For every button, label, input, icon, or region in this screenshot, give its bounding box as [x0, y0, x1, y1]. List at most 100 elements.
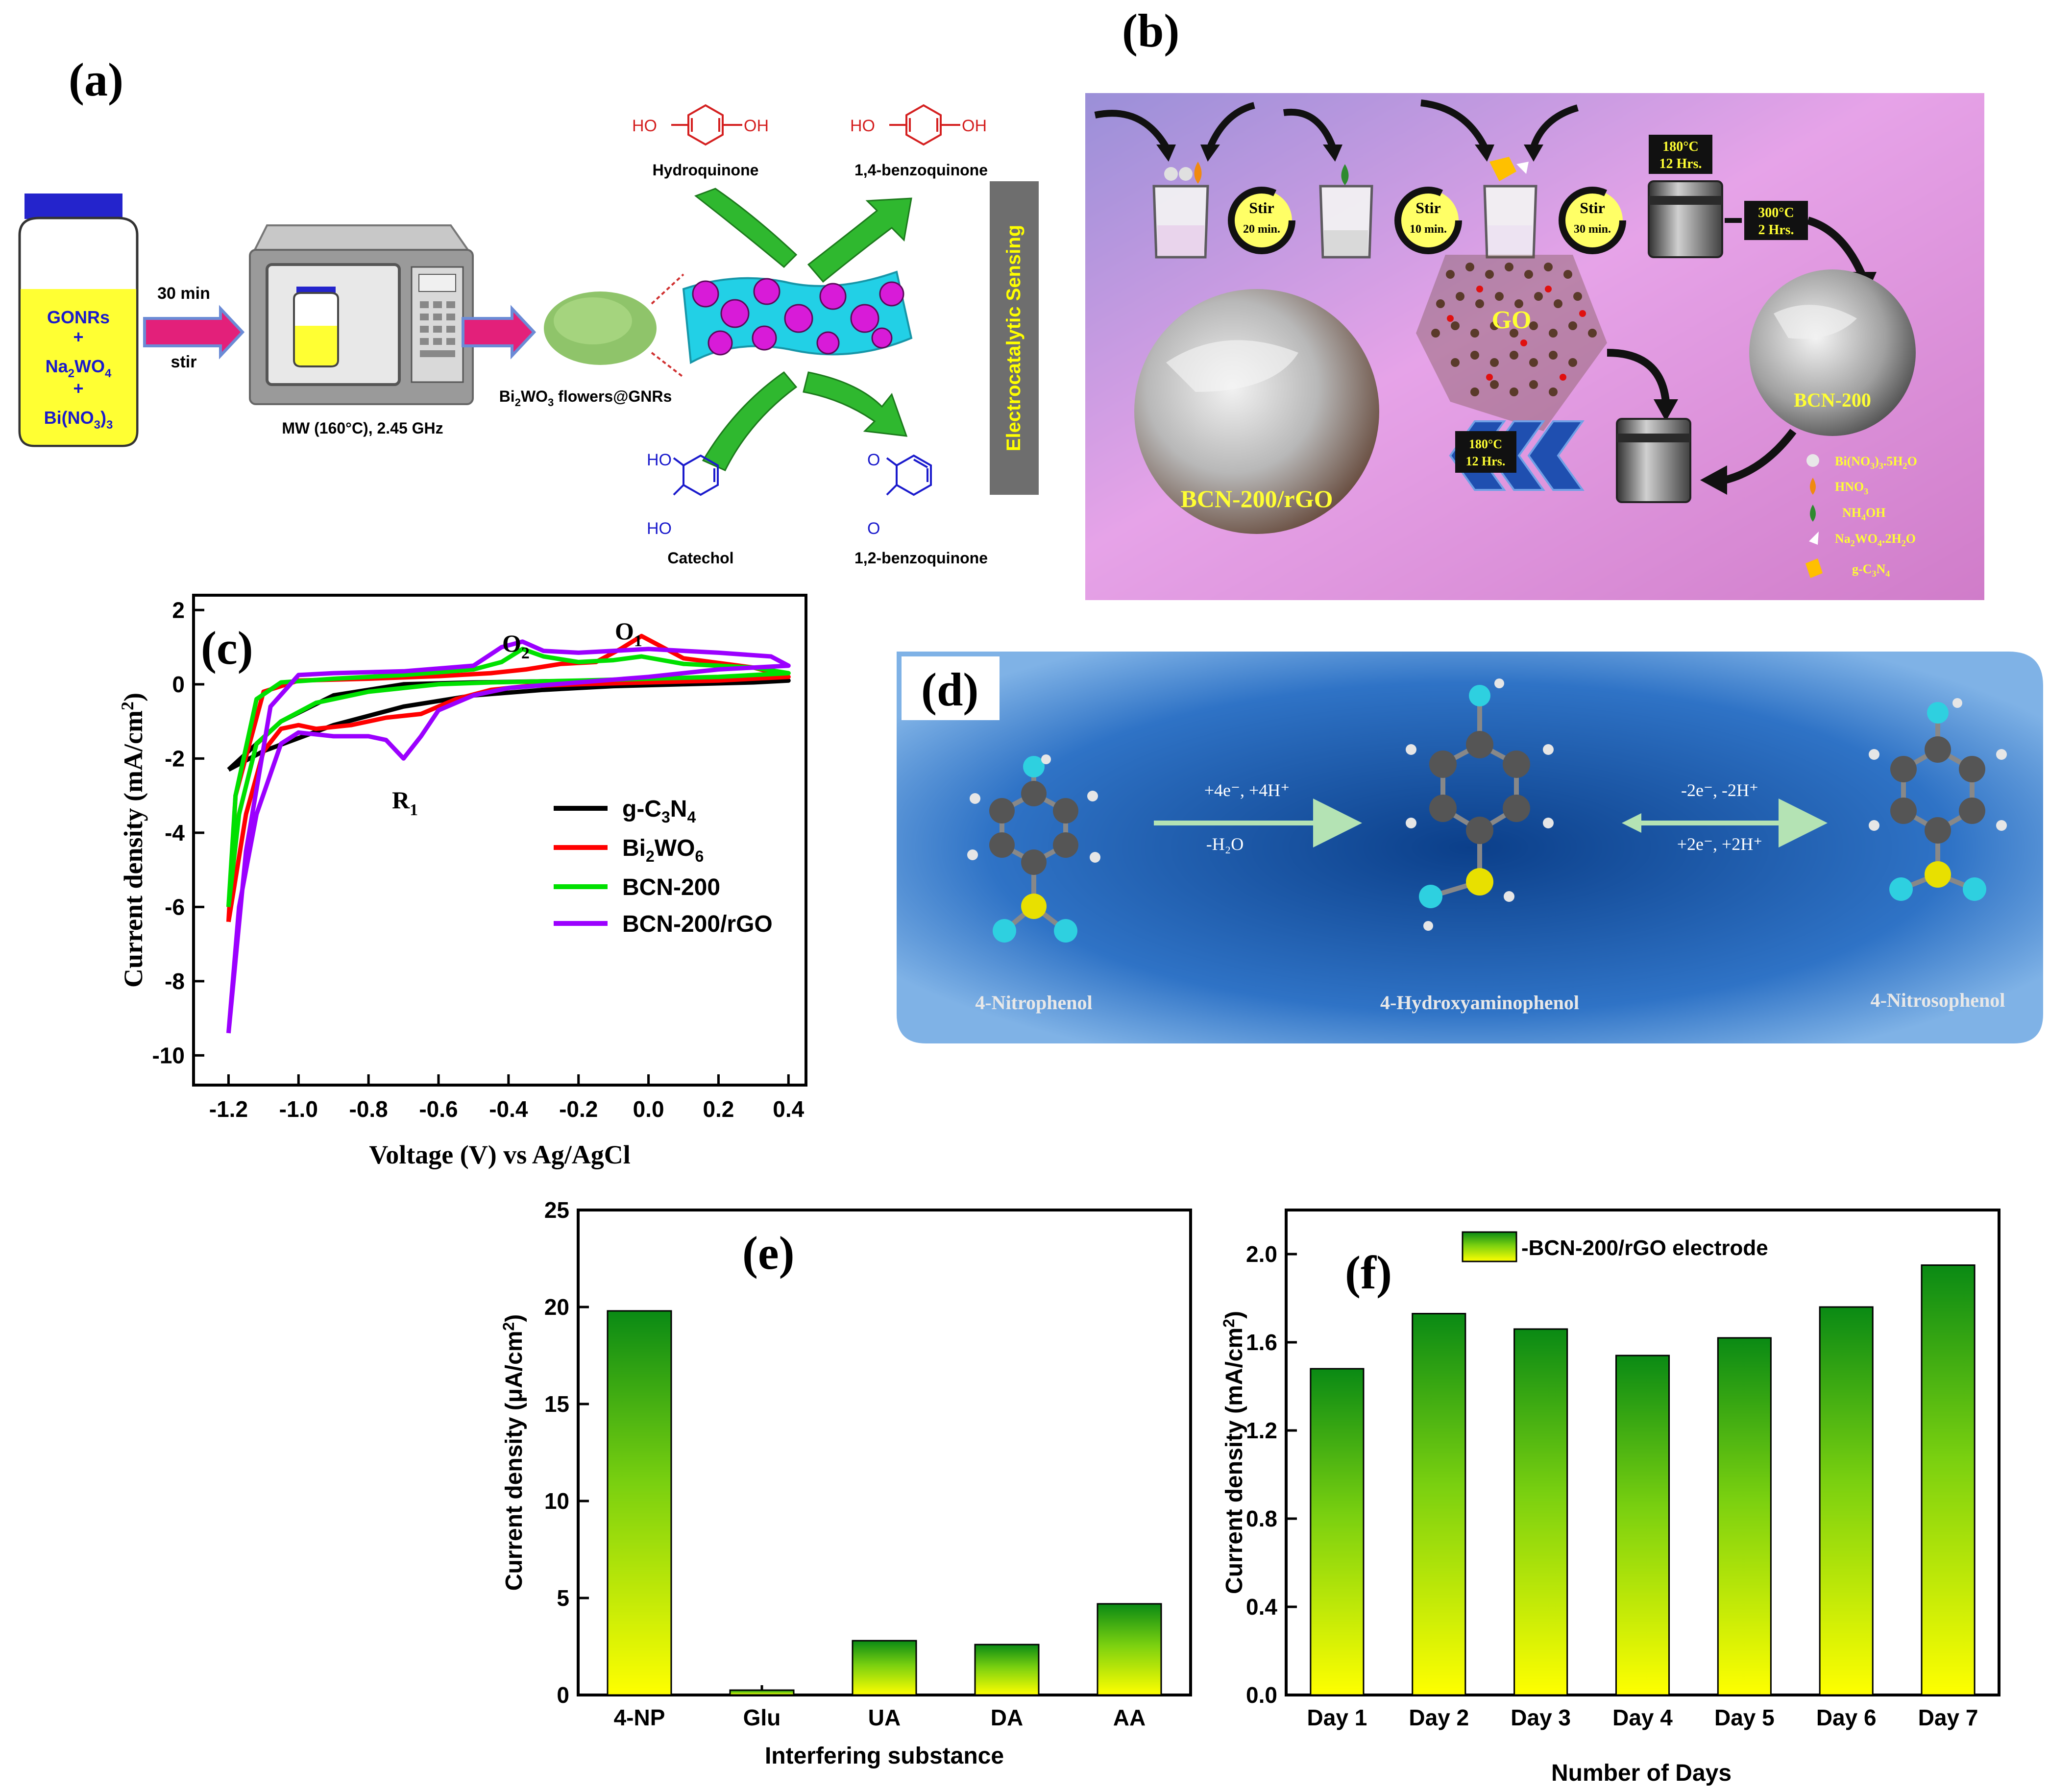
x-tick-label: DA: [991, 1705, 1023, 1730]
stir2-label: Stir: [1415, 199, 1441, 217]
annotation-r1: R1: [392, 786, 418, 819]
x-tick-label: Day 7: [1918, 1705, 1978, 1730]
panel-c-legend: g-C3N4 Bi2WO6 BCN-200 BCN-200/rGO: [554, 796, 773, 937]
microwave-label: MW (160°C), 2.45 GHz: [282, 419, 443, 437]
jar-bino3: Bi(NO3)3: [44, 408, 113, 432]
go-label: GO: [1492, 306, 1532, 334]
jar-plus1: +: [73, 327, 83, 347]
y-tick-label: -2: [165, 746, 185, 771]
gnr-ribbon: [682, 270, 913, 364]
hydrothermal-box: [1455, 431, 1516, 473]
stir1-label: Stir: [1249, 199, 1274, 217]
bar-day-1: [1310, 1368, 1365, 1696]
bar-ua: [852, 1640, 917, 1696]
bar-4-np: [607, 1310, 672, 1696]
arrow-stir-label: stir: [171, 353, 197, 371]
panel-f-ylabel: Current density (mA/cm2): [1220, 1311, 1247, 1594]
jar-plus2: +: [73, 378, 83, 398]
y-tick-label: 0: [557, 1682, 569, 1708]
hydroxyaminophenol-molecule: 4-Hydroxyaminophenol: [1380, 678, 1579, 1014]
x-tick-label: AA: [1113, 1705, 1146, 1730]
panel-e-ylabel: Current density (μA/cm2): [500, 1314, 527, 1591]
bcn-arrow: [1724, 429, 1797, 484]
panel-e-bars: [607, 1310, 1162, 1696]
legend-na2wo4: Na2WO4.2H2O: [1835, 532, 1916, 548]
bq12-o1: O: [867, 451, 880, 469]
go-arrow: [1607, 349, 1670, 402]
step2-top-label: -2e⁻, -2H⁺: [1681, 780, 1758, 800]
beaker-contents: [1157, 157, 1532, 256]
y-tick-label: 1.2: [1246, 1418, 1277, 1443]
y-tick-label: 5: [557, 1585, 569, 1611]
legend-nh4oh: NH4OH: [1842, 506, 1885, 522]
bar-day-6: [1819, 1306, 1874, 1696]
x-tick-label: -0.4: [489, 1096, 528, 1122]
y-tick-label: 25: [544, 1197, 569, 1223]
panel-e-tag: (e): [742, 1227, 795, 1279]
autoclave1-time: 12 Hrs.: [1659, 156, 1702, 171]
cat-ho2: HO: [647, 519, 672, 538]
panel-c: (c) -1.2 -1.0 -0.8 -0.6 -0.4 -0.2 0.0 0.2 0.420-…: [118, 594, 807, 1169]
hq-ho: HO: [632, 117, 657, 135]
autoclave-bottom: [1616, 418, 1691, 503]
nitrophenol-label: 4-Nitrophenol: [975, 992, 1092, 1014]
panel-e-xlabel: Interfering substance: [765, 1743, 1004, 1769]
hydroxyaminophenol-label: 4-Hydroxyaminophenol: [1380, 992, 1579, 1014]
panel-a: (a) GONRs + Na2WO4 + Bi(NO3)3 30 min sti…: [18, 53, 1039, 567]
arrow-stir-time: 30 min: [157, 284, 210, 303]
panel-f-legend-label: -BCN-200/rGO electrode: [1521, 1236, 1768, 1260]
panel-c-tag: (c): [201, 622, 253, 674]
x-tick-label: 4-NP: [614, 1705, 665, 1730]
jar-na2wo4: Na2WO4: [46, 356, 112, 380]
input-arrows: [1094, 99, 1579, 149]
bar-day-5: [1717, 1337, 1772, 1696]
panel-f-axes: 0.0 0.4 0.8 1.2 1.6 2.0 Day 1 Day 2 Day 3 Day 4 Da…: [1246, 1241, 1978, 1730]
panel-f-legend-swatch: [1462, 1231, 1517, 1262]
y-tick-label: 2: [172, 597, 185, 623]
panel-c-ylabel: Current density (mA/cm2): [118, 693, 148, 988]
panel-d-tag: (d): [921, 663, 978, 716]
panel-d-background: [897, 652, 2043, 1043]
powder-label: Bi2WO3 flowers@GNRs: [499, 387, 672, 409]
calcination-box: [1744, 201, 1808, 240]
electrocatalytic-box: [990, 181, 1039, 495]
y-tick-label: -10: [152, 1042, 185, 1068]
stir1-time: 20 min.: [1243, 223, 1280, 236]
bq14-ho: HO: [850, 117, 875, 135]
y-tick-label: 2.0: [1246, 1241, 1277, 1267]
y-tick-label: 0.4: [1246, 1594, 1277, 1620]
cat-ho1: HO: [647, 451, 672, 469]
bar-day-7: [1921, 1264, 1976, 1696]
legend-gc3n4-c: g-C3N4: [622, 796, 696, 826]
y-tick-label: 0.0: [1246, 1682, 1277, 1708]
x-tick-label: -0.8: [349, 1096, 388, 1122]
hq-oh: OH: [744, 117, 769, 135]
y-tick-label: 0: [172, 672, 185, 697]
bar-glu: [729, 1689, 795, 1696]
legend-bcn200-rgo: BCN-200/rGO: [622, 911, 773, 937]
benzoquinone14-structure: [889, 104, 960, 146]
panel-e-axes: 0 5 10 15 20 25 4-NP Glu UA DA AA: [544, 1197, 1146, 1730]
autoclave-top: 180°C 12 Hrs.: [1648, 135, 1723, 258]
bq14-oh: OH: [962, 117, 987, 135]
bar-day-2: [1412, 1313, 1466, 1696]
arrow-microwave: [462, 305, 537, 360]
sphere-bcn200-rgo: BCN-200/rGO: [1134, 289, 1379, 534]
stir3-time: 30 min.: [1574, 223, 1611, 236]
y-tick-label: 15: [544, 1391, 569, 1417]
hydroquinone-structure: [671, 104, 742, 146]
y-tick-label: 1.6: [1246, 1330, 1277, 1355]
autoclave1-temp: 180°C: [1662, 139, 1698, 154]
y-tick-label: -4: [165, 820, 185, 846]
autoclave2-temp: 180°C: [1469, 437, 1502, 451]
legend-bcn200: BCN-200: [622, 874, 720, 900]
nitrosophenol-label: 4-Nitrosophenol: [1871, 989, 2005, 1011]
legend-gc3n4: g-C3N4: [1852, 562, 1890, 579]
x-tick-label: 0.4: [773, 1096, 804, 1122]
annotation-o1: O1: [615, 617, 642, 650]
microwave-oven: MW (160°C), 2.45 GHz: [249, 224, 474, 437]
panel-f-xlabel: Number of Days: [1551, 1760, 1732, 1786]
y-tick-label: 10: [544, 1488, 569, 1514]
x-tick-label: Day 1: [1307, 1705, 1367, 1730]
legend-bi2wo6: Bi2WO6: [622, 835, 704, 865]
